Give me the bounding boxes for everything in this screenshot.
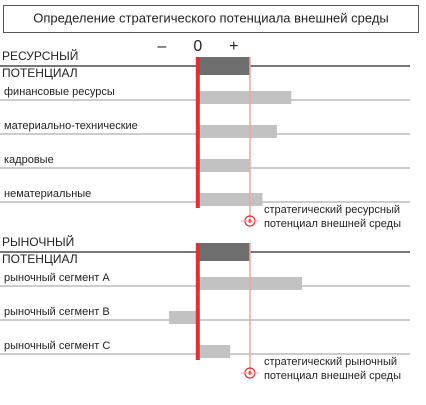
- category-label: рыночный сегмент В: [4, 306, 110, 318]
- x-tick-label: +: [229, 38, 238, 55]
- category-label: кадровые: [4, 154, 54, 166]
- total-bar: [197, 243, 250, 261]
- bar: [197, 159, 250, 172]
- total-bar: [197, 57, 250, 75]
- title-box: [3, 5, 419, 33]
- x-tick-label: 0: [193, 38, 202, 55]
- group-title: ПОТЕНЦИАЛ: [2, 66, 78, 80]
- bar: [197, 193, 263, 206]
- category-label: рыночный сегмент А: [4, 272, 110, 284]
- category-label: материально-технические: [4, 120, 138, 132]
- bar: [197, 91, 292, 104]
- annotation: потенциал внешней среды: [264, 370, 401, 382]
- bar: [169, 311, 198, 324]
- category-label: нематериальные: [4, 188, 91, 200]
- group-title: РЫНОЧНЫЙ: [2, 234, 74, 249]
- group-title: РЕСУРСНЫЙ: [2, 48, 78, 63]
- annotation: потенциал внешней среды: [264, 218, 401, 230]
- bar: [197, 345, 231, 358]
- category-label: рыночный сегмент С: [4, 340, 110, 352]
- x-tick-label: –: [157, 38, 166, 55]
- group-title: ПОТЕНЦИАЛ: [2, 252, 78, 266]
- category-label: финансовые ресурсы: [4, 86, 115, 98]
- bar: [197, 125, 277, 138]
- chart-title: Определение стратегического потенциала в…: [33, 10, 389, 25]
- annotation: стратегический рыночный: [264, 356, 397, 368]
- annotation: стратегический ресурсный: [264, 204, 400, 216]
